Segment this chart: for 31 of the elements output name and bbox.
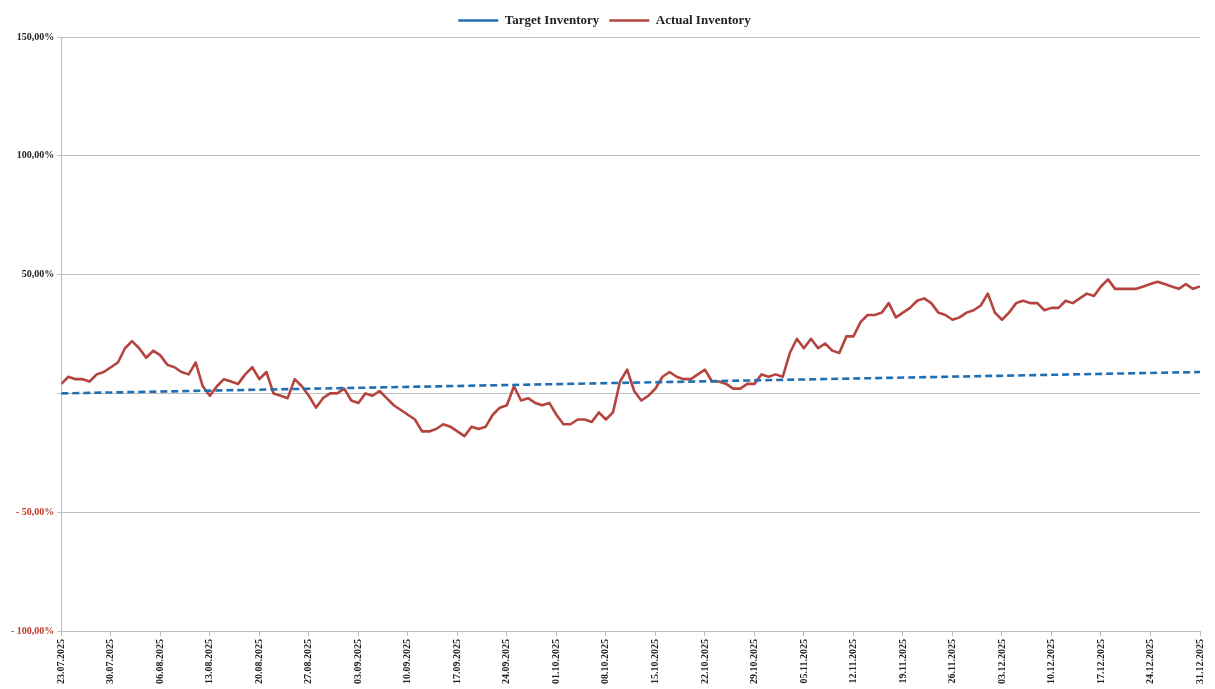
legend-label: Target Inventory <box>504 11 600 27</box>
x-tick-label: 10.12.2025 <box>1045 639 1057 684</box>
x-tick-label: 17.12.2025 <box>1094 639 1106 684</box>
x-tick-label: 13.08.2025 <box>203 639 215 684</box>
y-tick-label: 50,00% <box>21 268 55 280</box>
x-tick-label: 17.09.2025 <box>450 639 462 684</box>
y-tick-label: 100,00% <box>16 149 55 161</box>
legend-label: Actual Inventory <box>655 11 752 27</box>
x-tick-label: 31.12.2025 <box>1193 639 1205 684</box>
x-tick-label: 12.11.2025 <box>847 639 859 684</box>
x-tick-label: 26.11.2025 <box>946 639 958 684</box>
x-tick-label: 05.11.2025 <box>797 639 809 684</box>
x-tick-label: 29.10.2025 <box>748 639 760 684</box>
x-tick-label: 20.08.2025 <box>252 639 264 684</box>
x-tick-label: 01.10.2025 <box>549 639 561 684</box>
y-tick-label: - 50,00% <box>15 505 55 517</box>
x-tick-label: 08.10.2025 <box>599 639 611 684</box>
x-tick-label: 10.09.2025 <box>401 639 413 684</box>
y-tick-label: - 100,00% <box>10 624 55 636</box>
y-tick-label: 150,00% <box>16 30 55 42</box>
x-tick-label: 23.07.2025 <box>54 639 66 684</box>
x-tick-label: 19.11.2025 <box>896 639 908 684</box>
x-tick-label: 24.12.2025 <box>1144 639 1156 684</box>
x-tick-label: 03.09.2025 <box>351 639 363 684</box>
x-tick-label: 22.10.2025 <box>698 639 710 684</box>
x-tick-label: 24.09.2025 <box>500 639 512 684</box>
x-tick-label: 30.07.2025 <box>104 639 116 684</box>
x-tick-label: 03.12.2025 <box>995 639 1007 684</box>
x-tick-label: 15.10.2025 <box>649 639 660 684</box>
x-tick-label: 06.08.2025 <box>153 639 165 684</box>
x-tick-label: 27.08.2025 <box>302 639 314 684</box>
